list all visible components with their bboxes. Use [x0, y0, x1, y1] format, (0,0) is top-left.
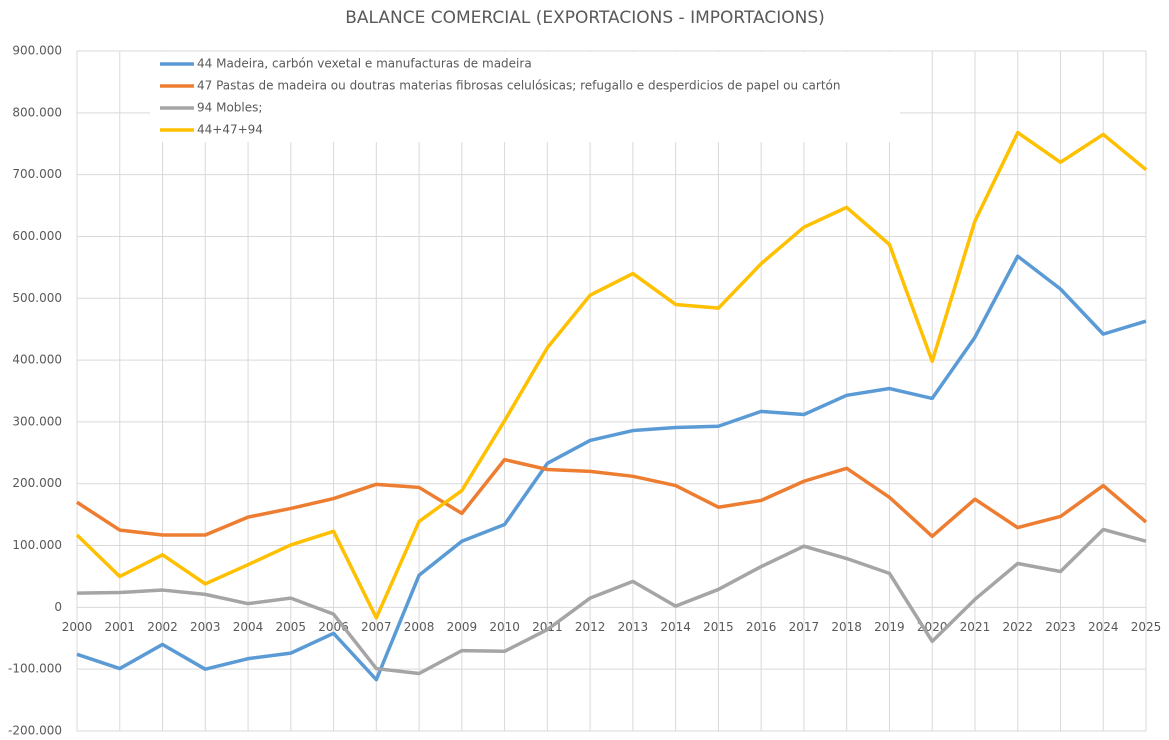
y-tick-label: 200.000 — [12, 476, 62, 490]
x-tick-label: 2024 — [1088, 620, 1119, 634]
x-tick-label: 2022 — [1002, 620, 1033, 634]
y-tick-label: 800.000 — [12, 105, 62, 119]
x-tick-label: 2014 — [660, 620, 691, 634]
x-tick-label: 2003 — [190, 620, 221, 634]
x-tick-label: 2009 — [447, 620, 478, 634]
x-tick-label: 2017 — [789, 620, 820, 634]
x-tick-label: 2015 — [703, 620, 734, 634]
y-tick-label: 400.000 — [12, 353, 62, 367]
x-tick-label: 2001 — [104, 620, 135, 634]
x-tick-label: 2007 — [361, 620, 392, 634]
y-tick-label: 300.000 — [12, 414, 62, 428]
x-tick-label: 2021 — [960, 620, 991, 634]
series-line — [75, 130, 1148, 620]
y-tick-label: -200.000 — [8, 724, 62, 738]
x-tick-label: 2002 — [147, 620, 178, 634]
legend-label: 47 Pastas de madeira ou doutras materias… — [197, 79, 840, 93]
x-tick-label: 2008 — [404, 620, 435, 634]
series-line — [76, 527, 1147, 676]
x-tick-label: 2004 — [233, 620, 264, 634]
x-tick-label: 2013 — [618, 620, 649, 634]
x-tick-label: 2018 — [831, 620, 862, 634]
series-line — [76, 457, 1148, 539]
x-tick-label: 2025 — [1131, 620, 1162, 634]
x-tick-label: 2005 — [276, 620, 307, 634]
legend-label: 94 Mobles; — [197, 101, 262, 115]
x-tick-label: 2010 — [489, 620, 520, 634]
x-tick-label: 2016 — [746, 620, 777, 634]
x-tick-label: 2012 — [575, 620, 606, 634]
x-tick-label: 2019 — [874, 620, 905, 634]
chart-title: BALANCE COMERCIAL (EXPORTACIONS - IMPORT… — [345, 8, 825, 28]
y-tick-label: 900.000 — [12, 44, 62, 58]
legend-label: 44+47+94 — [197, 123, 263, 137]
series-line — [76, 254, 1147, 682]
y-tick-label: 700.000 — [12, 167, 62, 181]
x-tick-label: 2000 — [62, 620, 93, 634]
y-tick-label: 0 — [54, 600, 62, 614]
legend-box — [150, 52, 900, 142]
x-tick-label: 2023 — [1045, 620, 1076, 634]
y-tick-label: -100.000 — [8, 662, 62, 676]
y-tick-label: 100.000 — [12, 538, 62, 552]
y-tick-label: 600.000 — [12, 229, 62, 243]
legend-label: 44 Madeira, carbón vexetal e manufactura… — [197, 57, 532, 71]
y-tick-label: 500.000 — [12, 291, 62, 305]
